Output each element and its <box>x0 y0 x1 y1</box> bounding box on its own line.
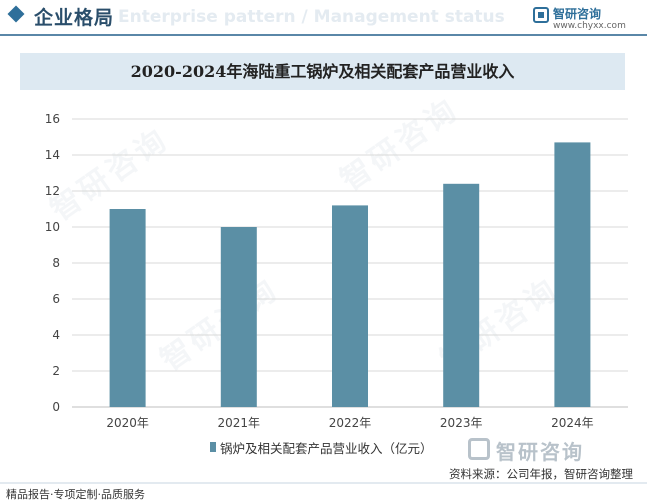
brand-url: www.chyxx.com <box>553 21 626 31</box>
brand-logo: 智研咨询 www.chyxx.com <box>533 5 633 35</box>
chart-title: 2020-2024年海陆重工锅炉及相关配套产品营业收入 <box>20 53 625 90</box>
y-tick-label: 14 <box>45 148 60 162</box>
brand-icon <box>533 7 549 23</box>
section-title: 企业格局 <box>34 7 115 29</box>
bar <box>109 209 146 407</box>
x-tick-label: 2020年 <box>106 416 149 430</box>
y-tick-label: 2 <box>52 364 60 378</box>
y-tick-label: 0 <box>52 400 60 414</box>
footer-brand-watermark: 智研咨询 <box>468 436 638 464</box>
bar <box>554 142 591 407</box>
data-source: 资料来源：公司年报，智研咨询整理 <box>449 467 633 481</box>
x-tick-label: 2023年 <box>440 416 483 430</box>
x-tick-label: 2021年 <box>218 416 261 430</box>
legend-label: 锅炉及相关配套产品营业收入（亿元） <box>220 441 433 456</box>
bar <box>443 183 480 407</box>
y-tick-label: 6 <box>52 292 60 306</box>
y-tick-label: 4 <box>52 328 60 342</box>
legend-swatch <box>210 442 216 452</box>
y-tick-label: 8 <box>52 256 60 270</box>
header: Enterprise pattern / Management status 企… <box>0 0 647 36</box>
bar <box>220 227 257 407</box>
header-divider <box>0 34 647 36</box>
footer-brand-name: 智研咨询 <box>496 440 584 464</box>
y-tick-label: 16 <box>45 112 60 126</box>
y-tick-label: 10 <box>45 220 60 234</box>
y-tick-label: 12 <box>45 184 60 198</box>
footer-brand-icon <box>468 438 490 460</box>
bar <box>332 205 368 407</box>
x-tick-label: 2022年 <box>329 416 372 430</box>
header-ghost-subtitle: Enterprise pattern / Management status <box>118 7 505 27</box>
footer-divider <box>0 482 647 484</box>
x-tick-label: 2024年 <box>551 416 594 430</box>
brand-name: 智研咨询 <box>553 7 602 21</box>
footer-tagline: 精品报告·专项定制·品质服务 <box>6 488 145 501</box>
